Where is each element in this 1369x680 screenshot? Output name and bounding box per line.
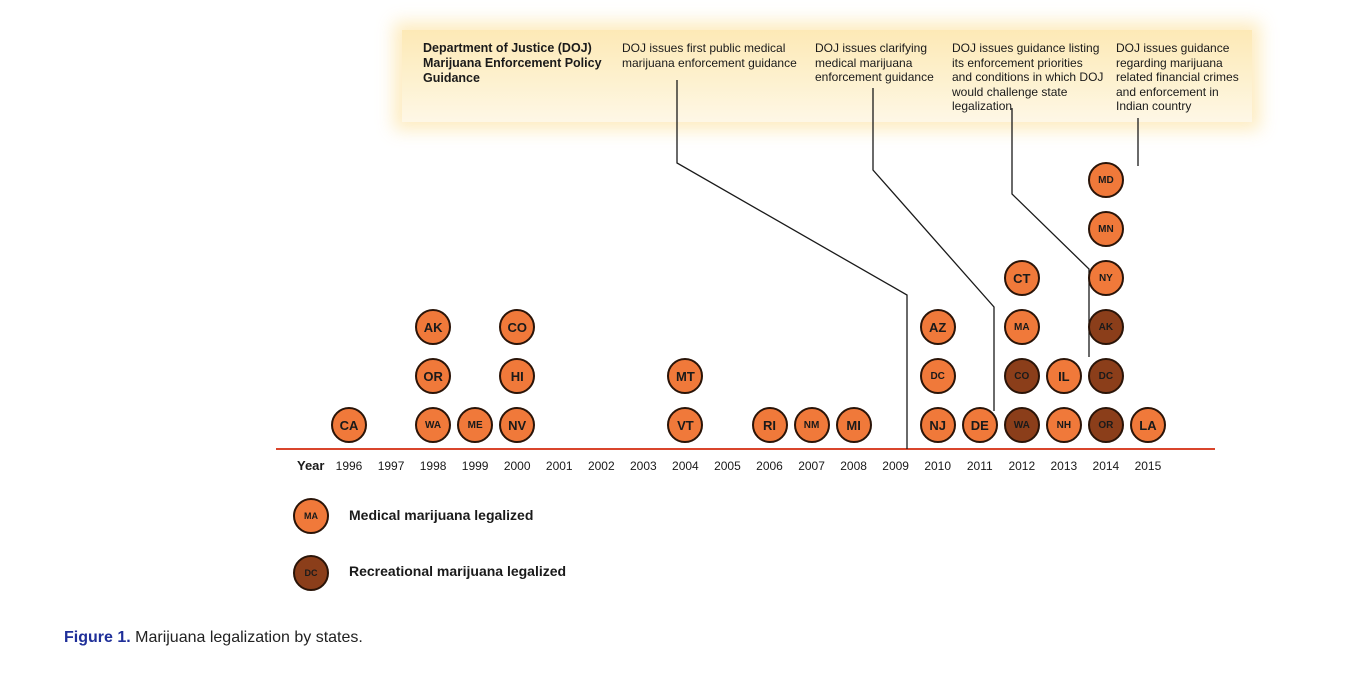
year-tick-2014: 2014 <box>1092 459 1120 473</box>
year-tick-2008: 2008 <box>840 459 867 473</box>
state-marker-co-2000: CO <box>499 309 536 345</box>
state-marker-dc-2010: DC <box>919 358 956 394</box>
year-tick-2001: 2001 <box>545 459 573 473</box>
year-tick-1997: 1997 <box>377 459 405 473</box>
year-tick-2005: 2005 <box>714 459 741 473</box>
state-marker-de-2011: DE <box>961 407 998 443</box>
state-marker-hi-2000: HI <box>499 358 536 394</box>
year-tick-2009: 2009 <box>882 459 909 473</box>
connector-2013 <box>1011 108 1090 357</box>
legend-medical-label: Medical marijuana legalized <box>349 507 534 523</box>
doj-guidance-banner <box>402 30 1252 122</box>
state-marker-wa-2012: WA <box>1003 407 1040 443</box>
state-marker-co-2012: CO <box>1003 358 1040 394</box>
year-tick-2003: 2003 <box>629 459 657 473</box>
state-marker-ak-1998: AK <box>415 309 452 345</box>
figure-caption: Figure 1. Marijuana legalization by stat… <box>64 629 363 647</box>
state-marker-nj-2010: NJ <box>919 407 956 443</box>
state-marker-ri-2006: RI <box>751 407 788 443</box>
caption-label: Figure 1. <box>64 629 131 646</box>
state-marker-ca-1996: CA <box>331 407 367 443</box>
state-marker-ct-2012: CT <box>1003 260 1040 296</box>
year-axis-label: Year <box>297 458 325 473</box>
doj-note-2014: DOJ issues guidance regarding marijuana … <box>1116 41 1239 113</box>
year-tick-2002: 2002 <box>587 459 615 473</box>
state-marker-or-1998: OR <box>415 358 452 394</box>
doj-note-2009: DOJ issues first public medical marijuan… <box>622 41 797 70</box>
state-marker-or-2014: OR <box>1087 407 1124 443</box>
legend-recreational-label: Recreational marijuana legalized <box>349 563 567 579</box>
caption-text: Marijuana legalization by states. <box>135 629 363 646</box>
connector-2011 <box>872 88 995 411</box>
year-tick-2011: 2011 <box>966 459 993 473</box>
year-tick-2010: 2010 <box>924 459 952 473</box>
year-tick-2012: 2012 <box>1008 459 1036 473</box>
year-tick-1996: 1996 <box>335 459 363 473</box>
state-marker-ak-2014: AK <box>1087 309 1124 345</box>
state-marker-md-2014: MD <box>1087 162 1124 198</box>
state-marker-il-2013: IL <box>1045 358 1082 394</box>
state-marker-wa-1998: WA <box>415 407 452 443</box>
year-tick-1998: 1998 <box>419 459 447 473</box>
year-tick-1999: 1999 <box>461 459 489 473</box>
state-marker-mn-2014: MN <box>1087 211 1124 247</box>
state-marker-nh-2013: NH <box>1045 407 1082 443</box>
state-marker-vt-2004: VT <box>667 407 704 443</box>
state-marker-dc-2014: DC <box>1087 358 1124 394</box>
doj-note-2011: DOJ issues clarifying medical marijuana … <box>815 41 934 84</box>
state-marker-ny-2014: NY <box>1087 260 1124 296</box>
year-tick-2015: 2015 <box>1134 459 1162 473</box>
state-marker-nv-2000: NV <box>499 407 536 443</box>
banner-title: Department of Justice (DOJ) Marijuana En… <box>423 41 602 85</box>
state-marker-mi-2008: MI <box>835 407 872 443</box>
doj-note-2013: DOJ issues guidance listing its enforcem… <box>952 41 1104 113</box>
state-marker-la-2015: LA <box>1129 407 1166 443</box>
state-marker-mt-2004: MT <box>667 358 704 394</box>
state-marker-me-1999: ME <box>457 407 494 443</box>
legend-medical-swatch: MA <box>293 498 329 534</box>
state-marker-ma-2012: MA <box>1003 309 1040 345</box>
state-marker-az-2010: AZ <box>919 309 956 345</box>
year-tick-2007: 2007 <box>798 459 825 473</box>
legend-recreational-swatch: DC <box>293 555 329 591</box>
year-tick-2006: 2006 <box>756 459 783 473</box>
connector-2009 <box>676 80 908 449</box>
state-marker-nm-2007: NM <box>793 407 830 443</box>
year-tick-2013: 2013 <box>1050 459 1078 473</box>
year-tick-2004: 2004 <box>672 459 699 473</box>
year-tick-2000: 2000 <box>503 459 531 473</box>
